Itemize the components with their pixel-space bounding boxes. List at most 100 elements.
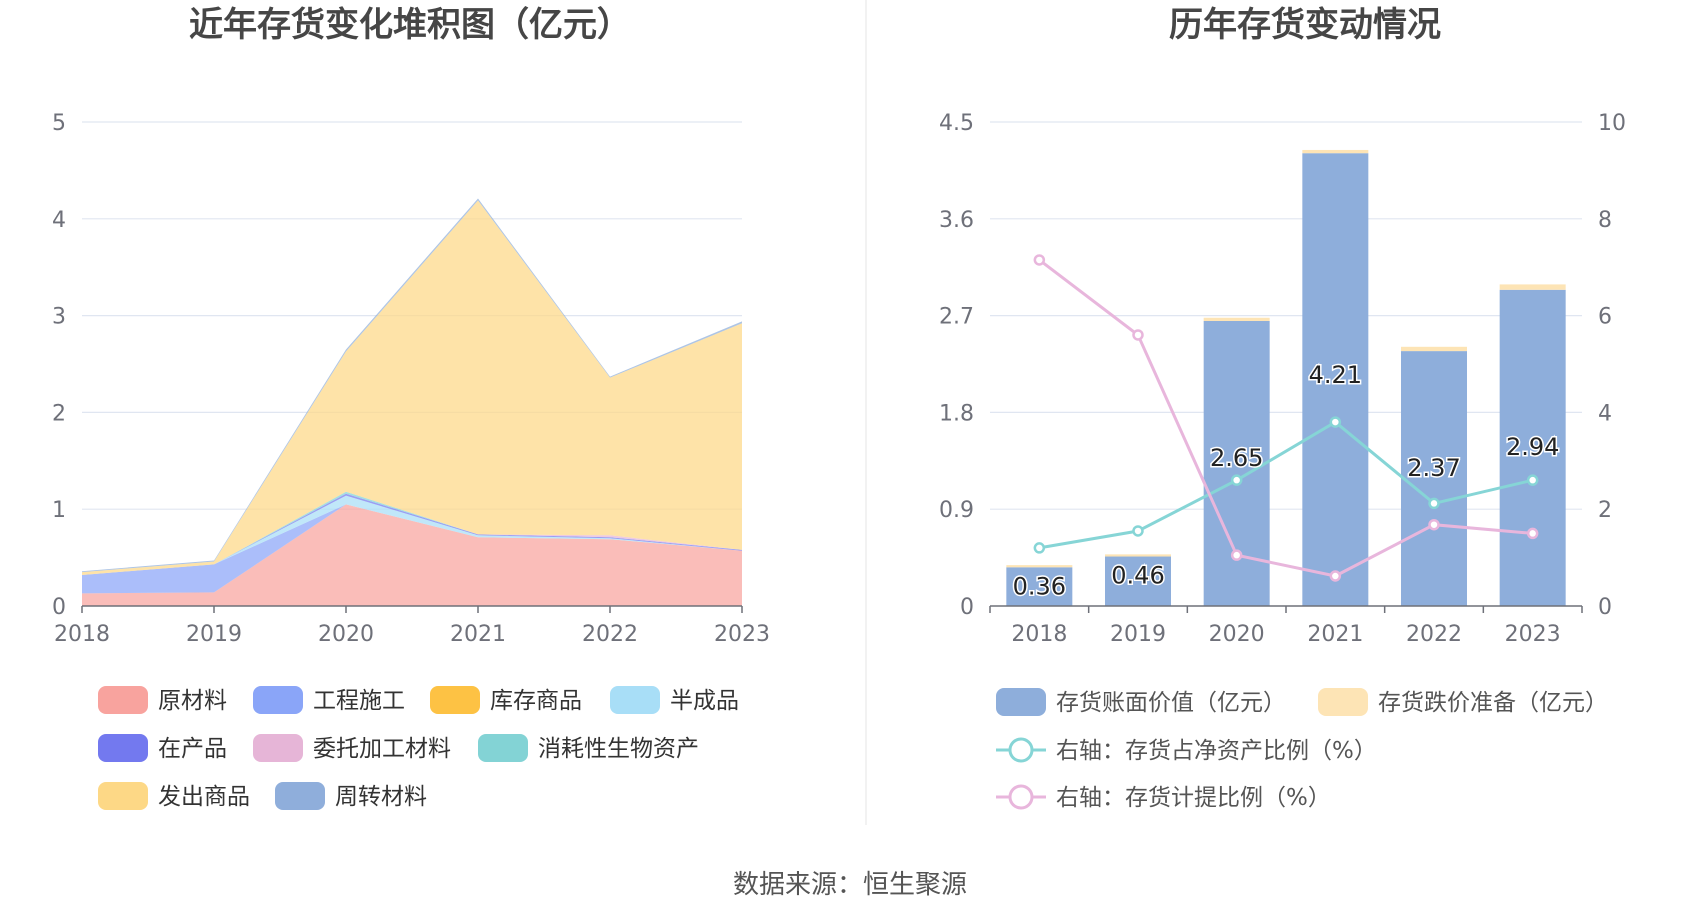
- bar-value-label: 2.94: [1506, 433, 1559, 461]
- legend-label: 半成品: [670, 688, 739, 714]
- line-point: [1230, 549, 1243, 561]
- right-y2-tick-label: 10: [1598, 111, 1626, 136]
- right-y2-tick-label: 8: [1598, 208, 1612, 233]
- right-x-axis-ticks: 2018 2019 2020 2021 2022 2023: [1011, 622, 1560, 647]
- right-x-tick-label: 2019: [1110, 622, 1166, 647]
- right-y2-tick-label: 4: [1598, 401, 1612, 426]
- line-point: [1329, 416, 1342, 428]
- line-point: [1329, 570, 1342, 582]
- legend-swatch: [478, 734, 528, 762]
- legend-swatch: [275, 782, 325, 810]
- bar-book-value: [1105, 556, 1171, 606]
- left-x-axis: [81, 605, 743, 613]
- line-point: [1132, 525, 1144, 537]
- bar-impairment: [1302, 149, 1369, 154]
- bar-value-label: 0.46: [1111, 562, 1164, 590]
- left-legend-item[interactable]: 原材料: [98, 686, 227, 714]
- left-legend-item[interactable]: 委托加工材料: [253, 734, 451, 762]
- right-legend-item[interactable]: 存货账面价值（亿元）: [996, 688, 1286, 716]
- bar-value-label: 2.65: [1210, 444, 1263, 472]
- right-y2-tick-label: 0: [1598, 595, 1612, 620]
- line-point: [1033, 542, 1046, 554]
- legend-label: 存货账面价值（亿元）: [1056, 690, 1286, 716]
- left-chart-title: 近年存货变化堆积图（亿元）: [189, 5, 631, 45]
- left-legend-item[interactable]: 在产品: [98, 734, 227, 762]
- legend-label: 发出商品: [158, 784, 250, 810]
- right-y-tick-label: 4.5: [939, 111, 974, 136]
- area-series-0: [82, 504, 742, 606]
- right-y-tick-label: 0.9: [939, 498, 974, 523]
- line-point: [1033, 254, 1046, 266]
- right-y-tick-label: 0: [960, 595, 974, 620]
- left-y-tick-label: 2: [52, 401, 66, 426]
- legend-swatch: [430, 686, 480, 714]
- legend-label: 工程施工: [313, 688, 405, 714]
- left-legend-item[interactable]: 工程施工: [253, 686, 405, 714]
- right-x-tick-label: 2018: [1011, 622, 1067, 647]
- bar-impairment: [1401, 346, 1467, 352]
- right-legend-item[interactable]: 存货跌价准备（亿元）: [1318, 688, 1608, 716]
- legend-label: 委托加工材料: [313, 736, 451, 762]
- left-legend-item[interactable]: 库存商品: [430, 686, 582, 714]
- right-y-tick-label: 1.8: [939, 401, 974, 426]
- legend-swatch: [98, 734, 148, 762]
- line-point: [1132, 329, 1144, 341]
- right-y2-tick-label: 2: [1598, 498, 1612, 523]
- left-x-tick-label: 2020: [318, 622, 374, 647]
- right-legend-item[interactable]: 右轴：存货计提比例（%）: [996, 784, 1331, 811]
- right-gridlines: [990, 121, 1582, 510]
- line-point: [1428, 518, 1440, 531]
- right-x-tick-label: 2022: [1406, 622, 1462, 647]
- legend-marker: [1008, 784, 1034, 810]
- inventory-stacked-area-chart: 近年存货变化堆积图（亿元） 0 1 2 3 4 5 2018 2019 2020 2021 202…: [52, 5, 770, 810]
- legend-swatch: [253, 686, 303, 714]
- right-bar-labels: 0.36 0.46 2.65 4.21 2.37 2.94: [1011, 360, 1561, 602]
- left-legend-item[interactable]: 半成品: [610, 686, 739, 714]
- right-left-y-axis-ticks: 0 0.9 1.8 2.7 3.6 4.5: [939, 111, 974, 620]
- right-y-tick-label: 3.6: [939, 208, 974, 233]
- area-series-7: [82, 200, 742, 575]
- right-bar-series: [1006, 149, 1566, 607]
- right-line-series: [1033, 254, 1539, 582]
- legend-swatch: [996, 688, 1046, 716]
- data-source-note: 数据来源：恒生聚源: [733, 870, 967, 900]
- line-point: [1230, 474, 1243, 486]
- left-legend-item[interactable]: 周转材料: [275, 782, 427, 810]
- left-y-tick-label: 1: [52, 498, 66, 523]
- right-x-axis: [989, 605, 1583, 613]
- right-x-tick-label: 2023: [1505, 622, 1561, 647]
- right-y-tick-label: 2.7: [939, 305, 974, 330]
- left-y-tick-label: 5: [52, 111, 66, 136]
- line-point: [1428, 497, 1440, 510]
- bar-book-value: [1499, 289, 1566, 606]
- left-x-tick-label: 2021: [450, 622, 506, 647]
- right-legend-item[interactable]: 右轴：存货占净资产比例（%）: [996, 737, 1377, 764]
- left-y-tick-label: 3: [52, 305, 66, 330]
- left-y-axis-ticks: 0 1 2 3 4 5: [52, 111, 66, 620]
- right-x-tick-label: 2021: [1307, 622, 1363, 647]
- left-x-tick-label: 2018: [54, 622, 110, 647]
- left-legend-item[interactable]: 消耗性生物资产: [478, 734, 699, 762]
- left-legend-item[interactable]: 发出商品: [98, 782, 250, 810]
- legend-swatch: [1318, 688, 1368, 716]
- legend-swatch: [98, 686, 148, 714]
- legend-label: 消耗性生物资产: [538, 736, 699, 762]
- bar-impairment: [1105, 554, 1171, 557]
- bar-value-label: 4.21: [1309, 361, 1362, 389]
- left-x-tick-label: 2023: [714, 622, 770, 647]
- right-y2-tick-label: 6: [1598, 305, 1612, 330]
- line-point: [1526, 474, 1539, 486]
- legend-label: 原材料: [158, 688, 227, 714]
- legend-label: 右轴：存货计提比例（%）: [1056, 785, 1331, 811]
- bar-impairment: [1006, 565, 1073, 568]
- legend-swatch: [98, 782, 148, 810]
- right-chart-title: 历年存货变动情况: [1169, 5, 1441, 45]
- legend-label: 在产品: [158, 736, 227, 762]
- inventory-bar-line-chart: 历年存货变动情况 0.36 0.46 2.65 4.21 2.37 2.94 0 0.9 1.…: [939, 5, 1626, 811]
- bar-impairment: [1203, 317, 1270, 321]
- left-x-tick-label: 2022: [582, 622, 638, 647]
- area-series-1: [82, 504, 742, 594]
- legend-swatch: [610, 686, 660, 714]
